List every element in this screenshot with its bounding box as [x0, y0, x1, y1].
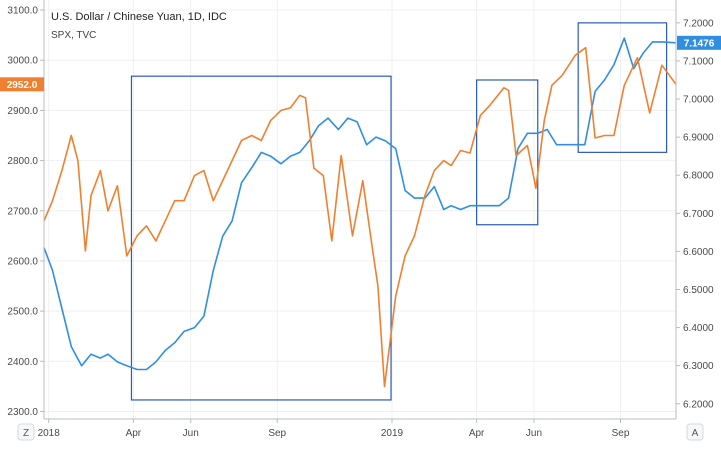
x-tick-label: 2019: [381, 428, 404, 439]
a-button[interactable]: A: [686, 423, 704, 441]
right-tick-label: 6.6000: [683, 247, 714, 258]
usdcny-last-value-badge: [677, 35, 721, 50]
annotation-box: [130, 75, 392, 401]
last-value-badges: 7.1476 2952.0: [0, 35, 721, 92]
chart-title: U.S. Dollar / Chinese Yuan, 1D, IDC: [51, 11, 227, 23]
x-tick-label: Apr: [126, 428, 142, 439]
x-tick-label: Apr: [469, 428, 485, 439]
annotation-box: [476, 79, 539, 226]
left-tick-label: 2600.0: [7, 256, 38, 267]
right-tick-label: 6.5000: [683, 285, 714, 296]
x-tick-label: Jun: [183, 428, 199, 439]
spx-last-value-label: 2952.0: [7, 80, 38, 91]
right-tick-label: 6.4000: [683, 323, 714, 334]
left-tick-label: 2900.0: [7, 106, 38, 117]
x-tick-label: 2018: [38, 428, 61, 439]
axes: [43, 0, 677, 420]
left-tick-label: 2700.0: [7, 206, 38, 217]
left-tick-label: 2800.0: [7, 156, 38, 167]
right-tick-label: 7.2000: [683, 18, 714, 29]
a-button-frame[interactable]: [686, 423, 704, 441]
x-tick-label: Sep: [268, 428, 286, 439]
annotation-box: [577, 22, 668, 153]
right-tick-label: 6.2000: [683, 399, 714, 410]
right-axis-ticks: 6.2000 6.3000 6.4000 6.5000 6.6000 6.7000 6.80…: [676, 18, 714, 410]
z-button-label[interactable]: Z: [23, 428, 29, 439]
z-button-frame[interactable]: [17, 423, 35, 441]
spx-last-value-badge: [0, 77, 44, 92]
left-tick-label: 2400.0: [7, 357, 38, 368]
spx-series-line: [43, 46, 677, 388]
annotation-boxes: [130, 22, 668, 401]
right-tick-label: 6.7000: [683, 209, 714, 220]
left-tick-label: 3100.0: [7, 6, 38, 17]
x-tick-label: Sep: [612, 428, 630, 439]
left-tick-label: 3000.0: [7, 56, 38, 67]
z-button[interactable]: Z: [17, 423, 35, 441]
right-tick-label: 6.8000: [683, 171, 714, 182]
right-tick-label: 6.9000: [683, 133, 714, 144]
right-tick-label: 6.3000: [683, 361, 714, 372]
series-layer: [43, 37, 677, 388]
chart-subtitle: SPX, TVC: [51, 30, 96, 41]
left-tick-label: 2300.0: [7, 407, 38, 418]
left-tick-label: 2500.0: [7, 307, 38, 318]
right-tick-label: 7.0000: [683, 95, 714, 106]
right-tick-label: 7.1000: [683, 56, 714, 67]
a-button-label[interactable]: A: [692, 428, 699, 439]
x-axis-ticks: 2018 Apr Jun Sep 2019 Apr Jun Sep: [38, 419, 630, 439]
left-axis-ticks: 2300.0 2400.0 2500.0 2600.0 2700.0 2800.0 2900…: [7, 6, 44, 418]
usdcny-series-line: [43, 37, 677, 371]
x-tick-label: Jun: [526, 428, 542, 439]
usdcny-last-value-label: 7.1476: [684, 38, 715, 49]
